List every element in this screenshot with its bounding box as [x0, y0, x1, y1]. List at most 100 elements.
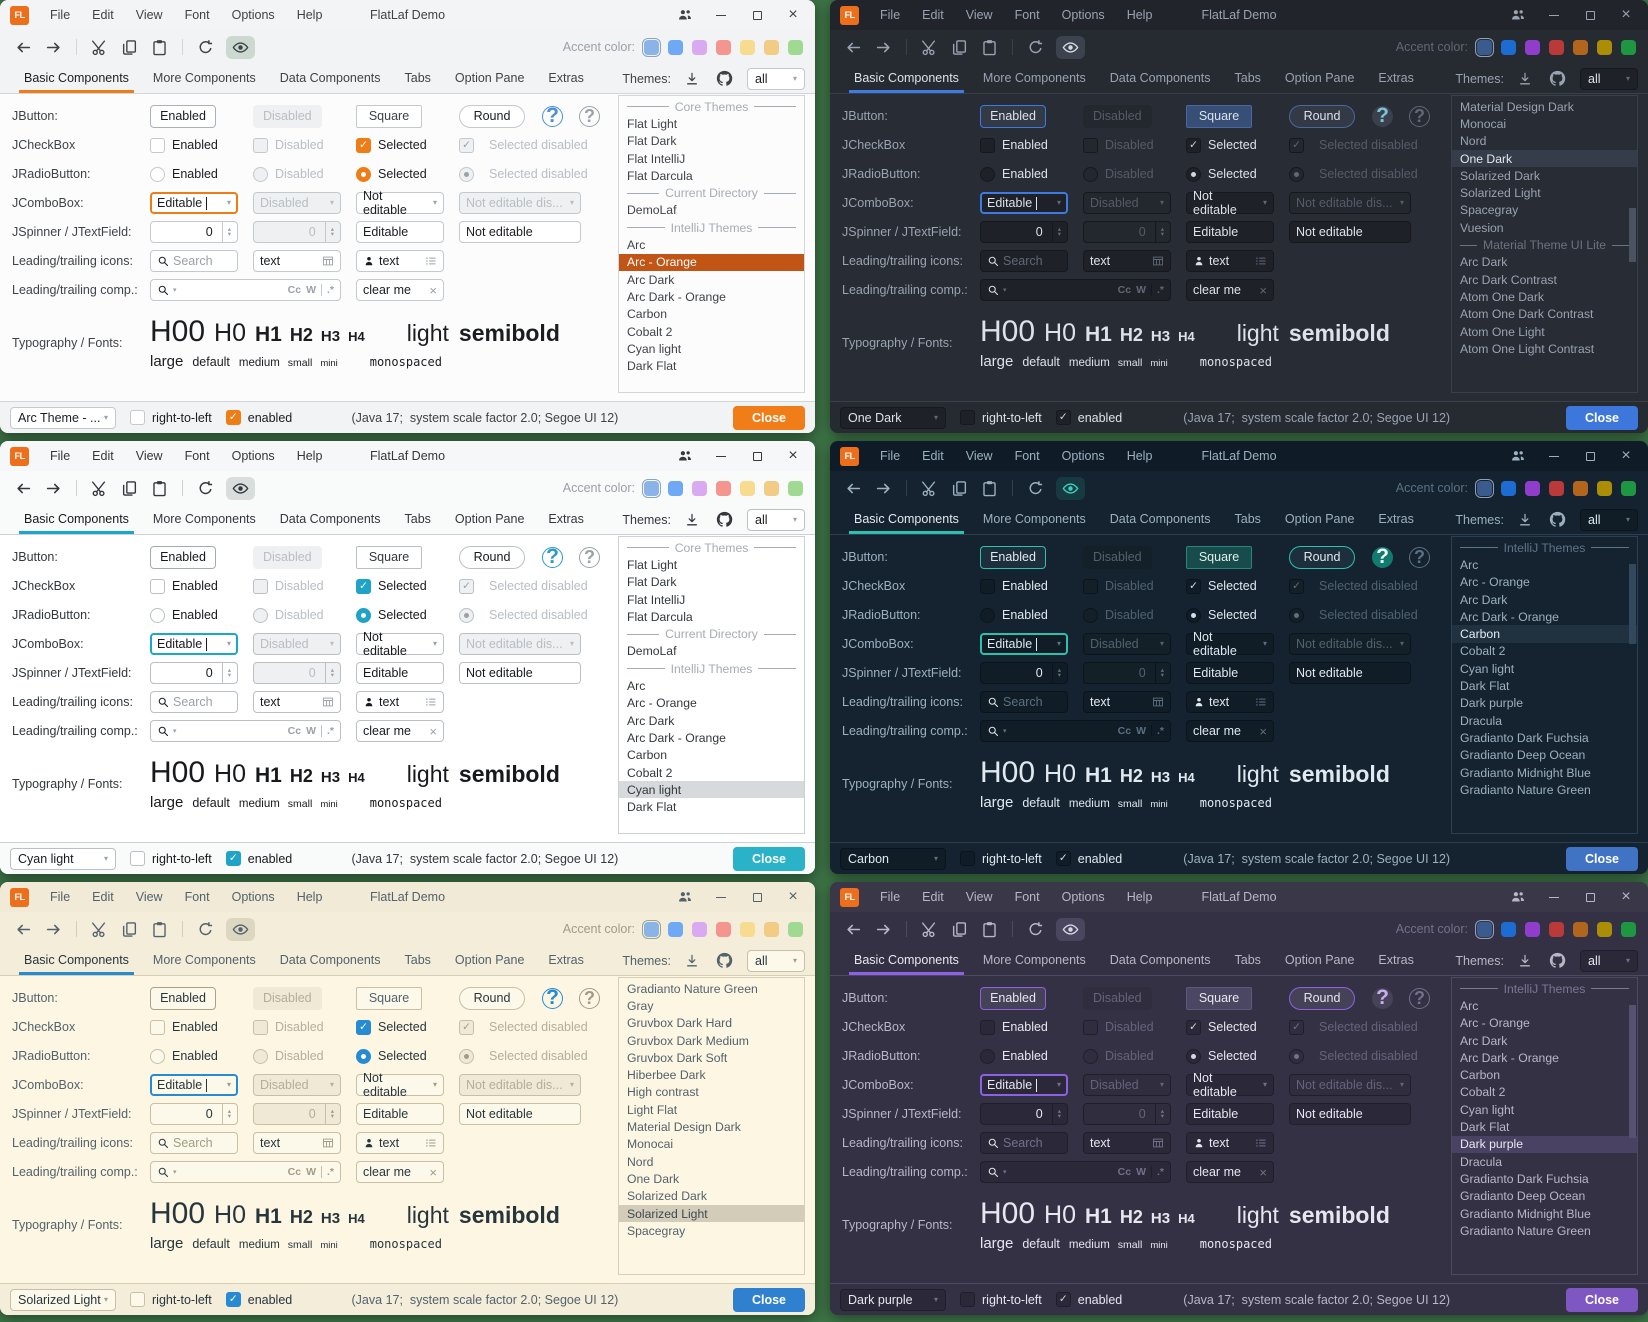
eye-toggle-icon[interactable] [226, 917, 255, 941]
accent-swatch-4[interactable] [1549, 480, 1564, 496]
help-button-secondary[interactable]: ? [579, 105, 600, 127]
text-input-user[interactable]: text [356, 250, 444, 272]
theme-list-item[interactable]: Vuesion [1452, 219, 1637, 236]
theme-list-item[interactable]: Dark Flat [1452, 677, 1637, 694]
theme-list-item[interactable]: Carbon [619, 747, 804, 764]
spinner-arrows-icon[interactable]: ▴ ▾ [1051, 222, 1061, 242]
theme-list-item[interactable]: Flat IntelliJ [619, 150, 804, 167]
tab-data-components[interactable]: Data Components [1109, 512, 1211, 526]
accent-swatch-6[interactable] [1597, 921, 1612, 937]
theme-list-item[interactable]: Gray [619, 997, 804, 1014]
menu-help[interactable]: Help [1126, 449, 1153, 463]
round-button[interactable]: Round [459, 545, 525, 569]
tab-tabs[interactable]: Tabs [404, 512, 431, 526]
combobox-not-editable[interactable]: Not editable ▾ [1186, 1071, 1274, 1099]
menu-view[interactable]: View [135, 890, 163, 904]
tab-extras[interactable]: Extras [548, 953, 584, 967]
clear-me-input[interactable]: clear me × [356, 279, 444, 301]
menu-view[interactable]: View [965, 449, 993, 463]
menu-font[interactable]: Font [184, 449, 210, 463]
match-case-icon[interactable]: Cc [287, 1166, 302, 1178]
right-to-left-checkbox[interactable] [960, 410, 975, 425]
menu-options[interactable]: Options [1061, 8, 1105, 22]
accent-swatch-1[interactable] [1474, 478, 1495, 498]
tab-more-components[interactable]: More Components [982, 71, 1086, 85]
paste-icon[interactable] [148, 918, 171, 941]
theme-list-item[interactable]: Arc [1452, 556, 1637, 573]
accent-swatch-5[interactable] [740, 480, 755, 496]
menu-help[interactable]: Help [1126, 8, 1153, 22]
combobox-editable[interactable]: Editable ▾ [150, 1074, 238, 1096]
accent-swatch-5[interactable] [740, 921, 755, 937]
copy-icon[interactable] [948, 36, 971, 59]
close-window-button[interactable]: × [775, 883, 811, 911]
search-options-chevron-icon[interactable]: ▾ [1003, 1169, 1007, 1176]
theme-list-item[interactable]: Arc - Orange [619, 695, 804, 712]
forward-icon[interactable] [872, 918, 895, 941]
tab-option-pane[interactable]: Option Pane [454, 71, 525, 85]
theme-list-item[interactable]: Gradianto Nature Green [1452, 1222, 1637, 1239]
eye-toggle-icon[interactable] [226, 35, 255, 59]
github-icon[interactable] [713, 67, 736, 90]
download-icon[interactable] [1515, 510, 1535, 530]
checkbox-selected[interactable]: ✓ [1186, 137, 1201, 153]
combobox-not-editable[interactable]: Not editable ▾ [1186, 189, 1274, 217]
tab-option-pane[interactable]: Option Pane [1284, 71, 1355, 85]
accent-swatch-1[interactable] [1474, 37, 1495, 57]
menu-options[interactable]: Options [231, 890, 275, 904]
close-window-button[interactable]: × [775, 442, 811, 470]
search-input[interactable]: Search [980, 1132, 1068, 1154]
right-to-left-checkbox[interactable] [960, 1292, 975, 1307]
scrollbar-thumb[interactable] [1629, 1004, 1636, 1138]
spinner-arrows-icon[interactable]: ▴ ▾ [1051, 663, 1061, 683]
menu-edit[interactable]: Edit [92, 890, 114, 904]
spinner-arrows-icon[interactable]: ▴ ▾ [221, 663, 231, 683]
theme-list-item[interactable]: Solarized Light [619, 1204, 804, 1223]
checkbox-selected[interactable]: ✓ [356, 137, 371, 153]
menu-font[interactable]: Font [1014, 8, 1040, 22]
right-to-left-checkbox[interactable] [960, 851, 975, 866]
users-icon[interactable] [667, 1, 703, 29]
users-icon[interactable] [667, 883, 703, 911]
theme-list-item[interactable]: Dark Flat [1452, 1118, 1637, 1135]
cut-icon[interactable] [918, 477, 941, 500]
theme-list-item[interactable]: Arc Dark - Orange [619, 729, 804, 746]
theme-list-item[interactable]: Gruvbox Dark Medium [619, 1032, 804, 1049]
combobox-editable[interactable]: Editable ▾ [980, 633, 1068, 655]
theme-list-item[interactable]: Dark Flat [619, 357, 804, 374]
close-button[interactable]: Close [1566, 405, 1638, 430]
eye-toggle-icon[interactable] [1056, 917, 1085, 941]
theme-list-item[interactable]: Gruvbox Dark Hard [619, 1015, 804, 1032]
tab-basic-components[interactable]: Basic Components [842, 512, 971, 534]
spinner-arrows-icon[interactable]: ▴ ▾ [221, 222, 231, 242]
theme-list-item[interactable]: Arc Dark [1452, 254, 1637, 271]
radio-selected[interactable] [356, 607, 371, 623]
theme-filter-select[interactable]: all ▾ [747, 949, 805, 972]
text-input-calendar[interactable]: text [253, 1132, 341, 1154]
back-icon[interactable] [842, 36, 865, 59]
accent-swatch-3[interactable] [692, 39, 707, 55]
whole-word-icon[interactable]: W [306, 1166, 316, 1178]
text-input-user[interactable]: text [1186, 1132, 1274, 1154]
search-options-input[interactable]: ▾ Cc W .* [980, 1161, 1171, 1183]
eye-toggle-icon[interactable] [1056, 35, 1085, 59]
refresh-icon[interactable] [194, 918, 217, 941]
theme-list-item[interactable]: Cobalt 2 [619, 323, 804, 340]
search-input[interactable]: Search [150, 691, 238, 713]
regex-icon[interactable]: .* [1156, 284, 1164, 296]
theme-list-item[interactable]: Gruvbox Dark Soft [619, 1049, 804, 1066]
checkbox-selected[interactable]: ✓ [356, 1019, 371, 1035]
accent-swatch-6[interactable] [764, 921, 779, 937]
match-case-icon[interactable]: Cc [1117, 725, 1132, 737]
eye-toggle-icon[interactable] [1056, 476, 1085, 500]
text-input-calendar[interactable]: text [253, 250, 341, 272]
search-options-input[interactable]: ▾ Cc W .* [980, 279, 1171, 301]
combobox-not-editable[interactable]: Not editable ▾ [356, 189, 444, 217]
theme-dropdown[interactable]: One Dark ▾ [840, 406, 946, 429]
tab-tabs[interactable]: Tabs [1234, 71, 1261, 85]
right-to-left-checkbox[interactable] [130, 851, 145, 866]
search-options-chevron-icon[interactable]: ▾ [1003, 287, 1007, 294]
download-icon[interactable] [1515, 69, 1535, 89]
enabled-checkbox[interactable]: ✓ [1055, 851, 1071, 866]
clear-me-input[interactable]: clear me × [1186, 1161, 1274, 1183]
